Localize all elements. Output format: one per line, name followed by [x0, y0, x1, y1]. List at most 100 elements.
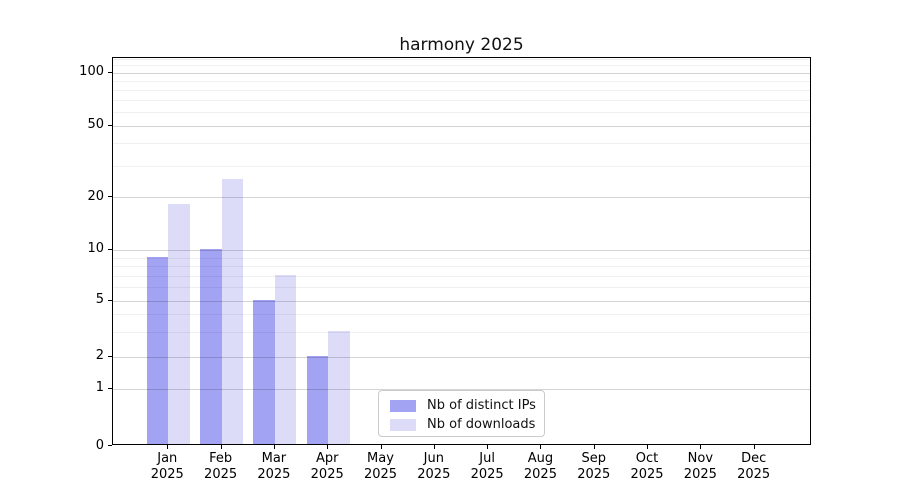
xtick-month-jan: Jan: [157, 451, 178, 466]
ytick-mark-20: [108, 196, 112, 198]
gridline-minor-30: [113, 165, 810, 167]
chart-title: harmony 2025: [399, 35, 524, 55]
bar-nb-of-distinct-ips-mar: [253, 299, 275, 444]
xtick-year-oct: 2025: [630, 467, 664, 482]
xtick-month-aug: Aug: [527, 451, 554, 466]
legend-swatch-distinct-ips: [390, 399, 416, 412]
xtick-month-mar: Mar: [261, 451, 287, 466]
gridline-major-1: [113, 388, 810, 390]
xtick-month-apr: Apr: [315, 451, 339, 466]
xtick-mark-oct: [647, 445, 649, 449]
gridline-minor-90: [113, 80, 810, 82]
xtick-label-aug: Aug 2025: [508, 451, 572, 483]
xtick-month-sep: Sep: [581, 451, 606, 466]
bar-nb-of-downloads-feb: [221, 178, 244, 444]
gridline-minor-8: [113, 266, 810, 268]
gridline-minor-60: [113, 111, 810, 113]
xtick-mark-aug: [540, 445, 542, 449]
xtick-year-feb: 2025: [204, 467, 238, 482]
gridline-minor-4: [113, 314, 810, 316]
xtick-year-nov: 2025: [683, 467, 717, 482]
xtick-mark-nov: [700, 445, 702, 449]
xtick-mark-sep: [593, 445, 595, 449]
xtick-mark-apr: [327, 445, 329, 449]
ytick-label-20: 20: [87, 188, 104, 204]
ytick-mark-0: [108, 445, 112, 446]
ytick-mark-10: [108, 248, 112, 250]
ytick-mark-2: [108, 355, 112, 357]
legend-swatch-downloads: [390, 418, 416, 431]
xtick-label-oct: Oct 2025: [615, 451, 679, 483]
xtick-month-nov: Nov: [687, 451, 714, 466]
ytick-label-50: 50: [87, 117, 104, 133]
gridline-minor-9: [113, 257, 810, 259]
bar-nb-of-distinct-ips-feb: [200, 248, 222, 444]
legend-item-downloads: Nb of downloads: [390, 415, 544, 434]
xtick-mark-may: [380, 445, 382, 449]
xtick-year-apr: 2025: [310, 467, 344, 482]
ytick-label-100: 100: [79, 64, 104, 79]
legend-item-distinct-ips: Nb of distinct IPs: [390, 396, 544, 415]
ytick-label-2: 2: [95, 348, 104, 364]
xtick-mark-jun: [433, 445, 435, 449]
xtick-label-apr: Apr 2025: [295, 451, 359, 483]
legend-label-downloads: Nb of downloads: [427, 417, 536, 432]
xtick-year-dec: 2025: [737, 467, 771, 482]
ytick-label-5: 5: [95, 292, 104, 307]
xtick-month-feb: Feb: [209, 451, 233, 466]
bar-nb-of-downloads-apr: [328, 330, 350, 444]
xtick-year-jul: 2025: [470, 467, 504, 482]
ytick-mark-100: [108, 71, 112, 73]
xtick-mark-jul: [487, 445, 489, 449]
xtick-month-jul: Jul: [479, 451, 495, 466]
xtick-month-dec: Dec: [741, 451, 767, 466]
gridline-major-10: [113, 249, 810, 251]
gridline-major-20: [113, 197, 810, 199]
ytick-label-10: 10: [87, 241, 104, 257]
xtick-year-jan: 2025: [150, 467, 184, 482]
bar-nb-of-downloads-jan: [168, 204, 190, 444]
xtick-month-may: May: [367, 451, 394, 466]
gridline-minor-70: [113, 99, 810, 101]
xtick-mark-feb: [220, 445, 222, 449]
xtick-mark-jan: [167, 445, 169, 449]
xtick-label-mar: Mar 2025: [242, 451, 306, 483]
xtick-year-mar: 2025: [257, 467, 291, 482]
ytick-mark-50: [108, 124, 112, 126]
gridline-major-2: [113, 356, 810, 358]
xtick-year-aug: 2025: [523, 467, 557, 482]
gridline-minor-3: [113, 331, 810, 333]
xtick-month-jun: Jun: [423, 451, 444, 466]
ytick-label-1: 1: [95, 380, 104, 396]
gridline-major-5: [113, 300, 810, 302]
xtick-year-sep: 2025: [577, 467, 611, 482]
xtick-label-jan: Jan 2025: [135, 451, 199, 483]
gridline-minor-110: [113, 65, 810, 67]
xtick-mark-mar: [273, 445, 275, 449]
gridline-major-50: [113, 125, 810, 127]
xtick-label-sep: Sep 2025: [562, 451, 626, 483]
xtick-label-feb: Feb 2025: [189, 451, 253, 483]
xtick-year-jun: 2025: [417, 467, 451, 482]
gridline-minor-120: [113, 58, 810, 60]
xtick-month-oct: Oct: [635, 451, 659, 466]
legend-label-distinct-ips: Nb of distinct IPs: [427, 398, 536, 413]
ytick-mark-1: [108, 387, 112, 389]
bar-nb-of-downloads-mar: [274, 274, 297, 444]
xtick-label-jun: Jun 2025: [402, 451, 466, 483]
xtick-label-may: May 2025: [349, 451, 413, 483]
bar-nb-of-distinct-ips-apr: [306, 355, 329, 444]
gridline-minor-40: [113, 143, 810, 145]
gridline-major-100: [113, 72, 810, 74]
xtick-label-jul: Jul 2025: [455, 451, 519, 483]
xtick-label-dec: Dec 2025: [722, 451, 786, 483]
gridline-minor-7: [113, 275, 810, 277]
bar-nb-of-distinct-ips-jan: [146, 256, 169, 444]
ytick-mark-5: [108, 299, 112, 301]
gridline-minor-80: [113, 89, 810, 91]
xtick-year-may: 2025: [363, 467, 398, 482]
gridline-minor-6: [113, 287, 810, 289]
plot-area: [112, 57, 811, 445]
xtick-label-nov: Nov 2025: [668, 451, 732, 483]
